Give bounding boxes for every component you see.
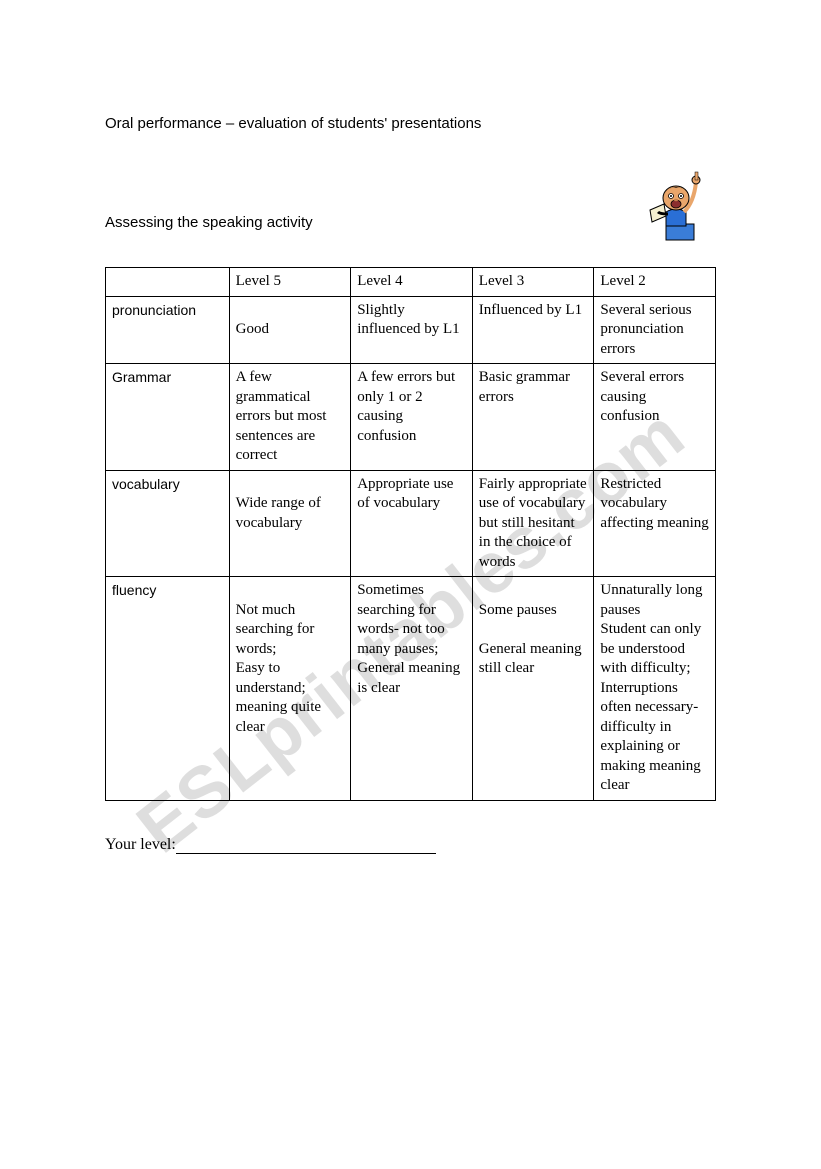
cell-text: Influenced by L1 bbox=[479, 301, 588, 321]
document-page: Oral performance – evaluation of student… bbox=[0, 0, 821, 914]
row-label-grammar: Grammar bbox=[106, 364, 230, 471]
cell: Influenced by L1 bbox=[472, 296, 594, 364]
cell: Not much searching for words; Easy to un… bbox=[229, 577, 351, 801]
row-label-fluency: fluency bbox=[106, 577, 230, 801]
header-level5: Level 5 bbox=[229, 268, 351, 297]
table-row: fluency Not much searching for words; Ea… bbox=[106, 577, 716, 801]
cell: Good bbox=[229, 296, 351, 364]
cell: Restricted vocabulary affecting meaning bbox=[594, 470, 716, 577]
cell: Appropriate use of vocabulary bbox=[351, 470, 473, 577]
page-title: Oral performance – evaluation of student… bbox=[105, 115, 716, 132]
cell-text: Good bbox=[236, 301, 345, 340]
cell-text: Several errors causing confusion bbox=[600, 368, 709, 427]
cell: Some pauses General meaning still clear bbox=[472, 577, 594, 801]
cell: A few grammatical errors but most senten… bbox=[229, 364, 351, 471]
cell: Slightly influenced by L1 bbox=[351, 296, 473, 364]
cell: Wide range of vocabulary bbox=[229, 470, 351, 577]
cell-text: Unnaturally long pauses Student can only… bbox=[600, 581, 709, 796]
cell-text: Some pauses General meaning still clear bbox=[479, 581, 588, 679]
header-level2: Level 2 bbox=[594, 268, 716, 297]
header-level4: Level 4 bbox=[351, 268, 473, 297]
header-level3: Level 3 bbox=[472, 268, 594, 297]
footer-level: Your level: bbox=[105, 836, 716, 854]
table-row: Grammar A few grammatical errors but mos… bbox=[106, 364, 716, 471]
cell-text: Basic grammar errors bbox=[479, 368, 588, 407]
cell: Several serious pronunciation errors bbox=[594, 296, 716, 364]
fill-in-line[interactable] bbox=[176, 840, 436, 854]
subtitle-row: Assessing the speaking activity bbox=[105, 202, 716, 242]
cell-text: Wide range of vocabulary bbox=[236, 475, 345, 534]
cell: Fairly appropriate use of vocabulary but… bbox=[472, 470, 594, 577]
table-row: vocabulary Wide range of vocabulary Appr… bbox=[106, 470, 716, 577]
subtitle: Assessing the speaking activity bbox=[105, 214, 376, 231]
table-header-row: Level 5 Level 4 Level 3 Level 2 bbox=[106, 268, 716, 297]
table-row: pronunciation Good Slightly influenced b… bbox=[106, 296, 716, 364]
cell: Unnaturally long pauses Student can only… bbox=[594, 577, 716, 801]
row-label-vocabulary: vocabulary bbox=[106, 470, 230, 577]
row-label-pronunciation: pronunciation bbox=[106, 296, 230, 364]
cell-text: Not much searching for words; Easy to un… bbox=[236, 581, 345, 737]
cell-text: Sometimes searching for words- not too m… bbox=[357, 581, 466, 698]
cell-text: A few grammatical errors but most senten… bbox=[236, 368, 345, 466]
cell-text: Fairly appropriate use of vocabulary but… bbox=[479, 475, 588, 573]
cell-text: Several serious pronunciation errors bbox=[600, 301, 709, 360]
cell-text: Restricted vocabulary affecting meaning bbox=[600, 475, 709, 534]
header-blank bbox=[106, 268, 230, 297]
cell: Basic grammar errors bbox=[472, 364, 594, 471]
cell: Sometimes searching for words- not too m… bbox=[351, 577, 473, 801]
cell-text: Slightly influenced by L1 bbox=[357, 301, 466, 340]
teacher-cartoon-icon bbox=[636, 162, 716, 242]
footer-label: Your level: bbox=[105, 836, 176, 853]
rubric-table: Level 5 Level 4 Level 3 Level 2 pronunci… bbox=[105, 267, 716, 801]
cell-text: Appropriate use of vocabulary bbox=[357, 475, 466, 514]
cell-text: A few errors but only 1 or 2 causing con… bbox=[357, 368, 466, 446]
cell: Several errors causing confusion bbox=[594, 364, 716, 471]
cell: A few errors but only 1 or 2 causing con… bbox=[351, 364, 473, 471]
